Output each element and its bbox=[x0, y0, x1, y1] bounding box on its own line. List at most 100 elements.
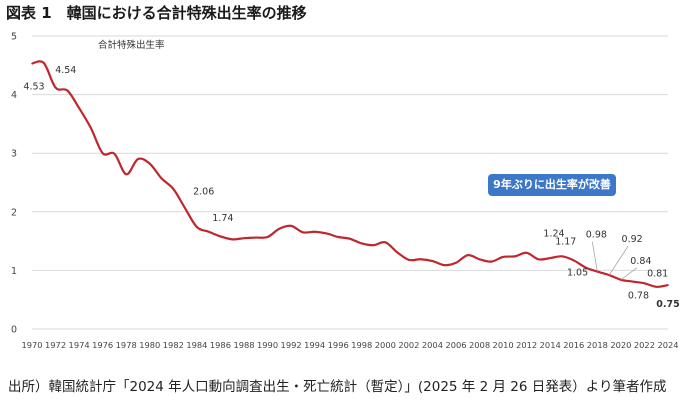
data-label: 0.98 bbox=[586, 230, 607, 241]
data-point bbox=[172, 188, 175, 190]
x-tick-label: 1988 bbox=[233, 340, 254, 350]
x-tick-label: 2018 bbox=[587, 340, 608, 350]
data-point bbox=[431, 260, 434, 262]
data-point bbox=[443, 264, 446, 266]
x-tick-label: 2024 bbox=[657, 340, 678, 350]
data-point bbox=[572, 259, 575, 262]
x-tick-label: 2012 bbox=[516, 340, 537, 350]
data-point bbox=[655, 286, 658, 288]
data-point bbox=[667, 284, 669, 286]
y-tick-label: 3 bbox=[11, 149, 17, 160]
x-tick-label: 1972 bbox=[45, 340, 66, 350]
data-point bbox=[207, 230, 210, 233]
data-label: 0.81 bbox=[647, 269, 668, 280]
data-label: 0.92 bbox=[622, 234, 643, 245]
data-point bbox=[360, 242, 363, 245]
data-point bbox=[66, 89, 69, 92]
data-label: 1.24 bbox=[543, 228, 564, 239]
data-label: 1.17 bbox=[555, 236, 576, 247]
x-tick-label: 1982 bbox=[163, 340, 184, 350]
data-point bbox=[561, 255, 563, 258]
x-tick-label: 2020 bbox=[610, 340, 631, 350]
x-tick-label: 2014 bbox=[540, 340, 561, 350]
x-tick-label: 1980 bbox=[139, 340, 160, 350]
data-label: 1.05 bbox=[567, 267, 588, 278]
data-point bbox=[419, 258, 422, 261]
y-tick-label: 2 bbox=[11, 207, 17, 218]
data-point bbox=[408, 259, 410, 261]
y-tick-label: 4 bbox=[11, 90, 17, 101]
data-point bbox=[325, 232, 328, 235]
data-label-leader bbox=[608, 245, 629, 276]
x-tick-label: 1998 bbox=[351, 340, 372, 350]
data-point bbox=[54, 86, 57, 89]
x-tick-label: 2002 bbox=[398, 340, 419, 350]
x-tick-label: 1986 bbox=[210, 340, 231, 350]
data-point bbox=[514, 255, 516, 258]
data-point bbox=[631, 280, 634, 283]
data-point bbox=[113, 152, 116, 155]
data-point bbox=[549, 257, 552, 259]
data-point bbox=[243, 237, 245, 239]
data-point bbox=[455, 261, 457, 264]
data-point bbox=[278, 227, 281, 230]
data-point bbox=[478, 258, 481, 261]
data-label-leader bbox=[591, 241, 598, 272]
data-label: 2.06 bbox=[193, 186, 214, 197]
grid-lines bbox=[32, 35, 668, 330]
x-tick-label: 1978 bbox=[116, 340, 137, 350]
data-point bbox=[349, 237, 351, 240]
data-point bbox=[254, 236, 257, 239]
data-point bbox=[125, 173, 128, 176]
y-tick-labels: 0 1 2 3 4 5 bbox=[11, 32, 17, 336]
data-labels: 4.53 4.54 2.06 1.74 1.241.17 1.05 0.98 0.92 0.84… bbox=[23, 65, 679, 310]
figure-title: 図表 1 韓国における合計特殊出生率の推移 bbox=[6, 4, 307, 22]
improvement-note-box: 9年ぶりに出生率が改善 bbox=[488, 174, 616, 196]
data-point bbox=[525, 252, 528, 254]
y-tick-label: 1 bbox=[11, 266, 17, 277]
x-tick-label: 1976 bbox=[92, 340, 113, 350]
data-label: 0.75 bbox=[656, 299, 679, 310]
x-tick-label: 2022 bbox=[634, 340, 655, 350]
data-point bbox=[231, 238, 234, 241]
x-tick-label: 1974 bbox=[69, 340, 90, 350]
x-tick-label: 1970 bbox=[21, 340, 42, 350]
series-layer bbox=[31, 60, 669, 288]
data-point bbox=[90, 127, 92, 129]
x-tick-label: 2004 bbox=[422, 340, 443, 350]
data-label: 1.74 bbox=[212, 213, 233, 224]
x-tick-label: 2008 bbox=[469, 340, 490, 350]
x-tick-label: 1984 bbox=[186, 340, 207, 350]
data-point bbox=[384, 241, 387, 244]
data-point bbox=[78, 107, 80, 109]
data-point bbox=[137, 158, 139, 160]
source-note: 出所）韓国統計庁「2024 年人口動向調査出生・死亡統計（暫定）」(2025 年… bbox=[8, 379, 667, 395]
data-point bbox=[313, 230, 316, 233]
y-tick-label: 0 bbox=[11, 325, 17, 336]
data-point bbox=[466, 254, 469, 256]
data-point bbox=[643, 282, 646, 285]
series-name-label: 合計特殊出生率 bbox=[98, 39, 165, 51]
data-point bbox=[302, 231, 304, 234]
data-point bbox=[396, 251, 398, 254]
x-tick-label: 1996 bbox=[328, 340, 349, 350]
data-label-leader bbox=[620, 267, 638, 281]
data-point bbox=[266, 236, 269, 238]
data-point bbox=[148, 162, 151, 165]
data-point bbox=[490, 260, 493, 263]
x-tick-label: 2006 bbox=[445, 340, 466, 350]
data-point bbox=[101, 152, 104, 154]
data-label: 0.78 bbox=[628, 290, 649, 301]
data-point bbox=[184, 207, 186, 210]
data-point bbox=[160, 177, 163, 180]
data-label: 4.54 bbox=[55, 65, 76, 76]
data-point bbox=[502, 256, 504, 258]
data-point bbox=[337, 236, 340, 238]
data-label: 4.53 bbox=[23, 82, 44, 93]
y-tick-label: 5 bbox=[11, 32, 17, 43]
data-point bbox=[196, 226, 198, 228]
data-point bbox=[219, 235, 222, 238]
x-tick-label: 2010 bbox=[493, 340, 514, 350]
data-point bbox=[31, 62, 33, 65]
